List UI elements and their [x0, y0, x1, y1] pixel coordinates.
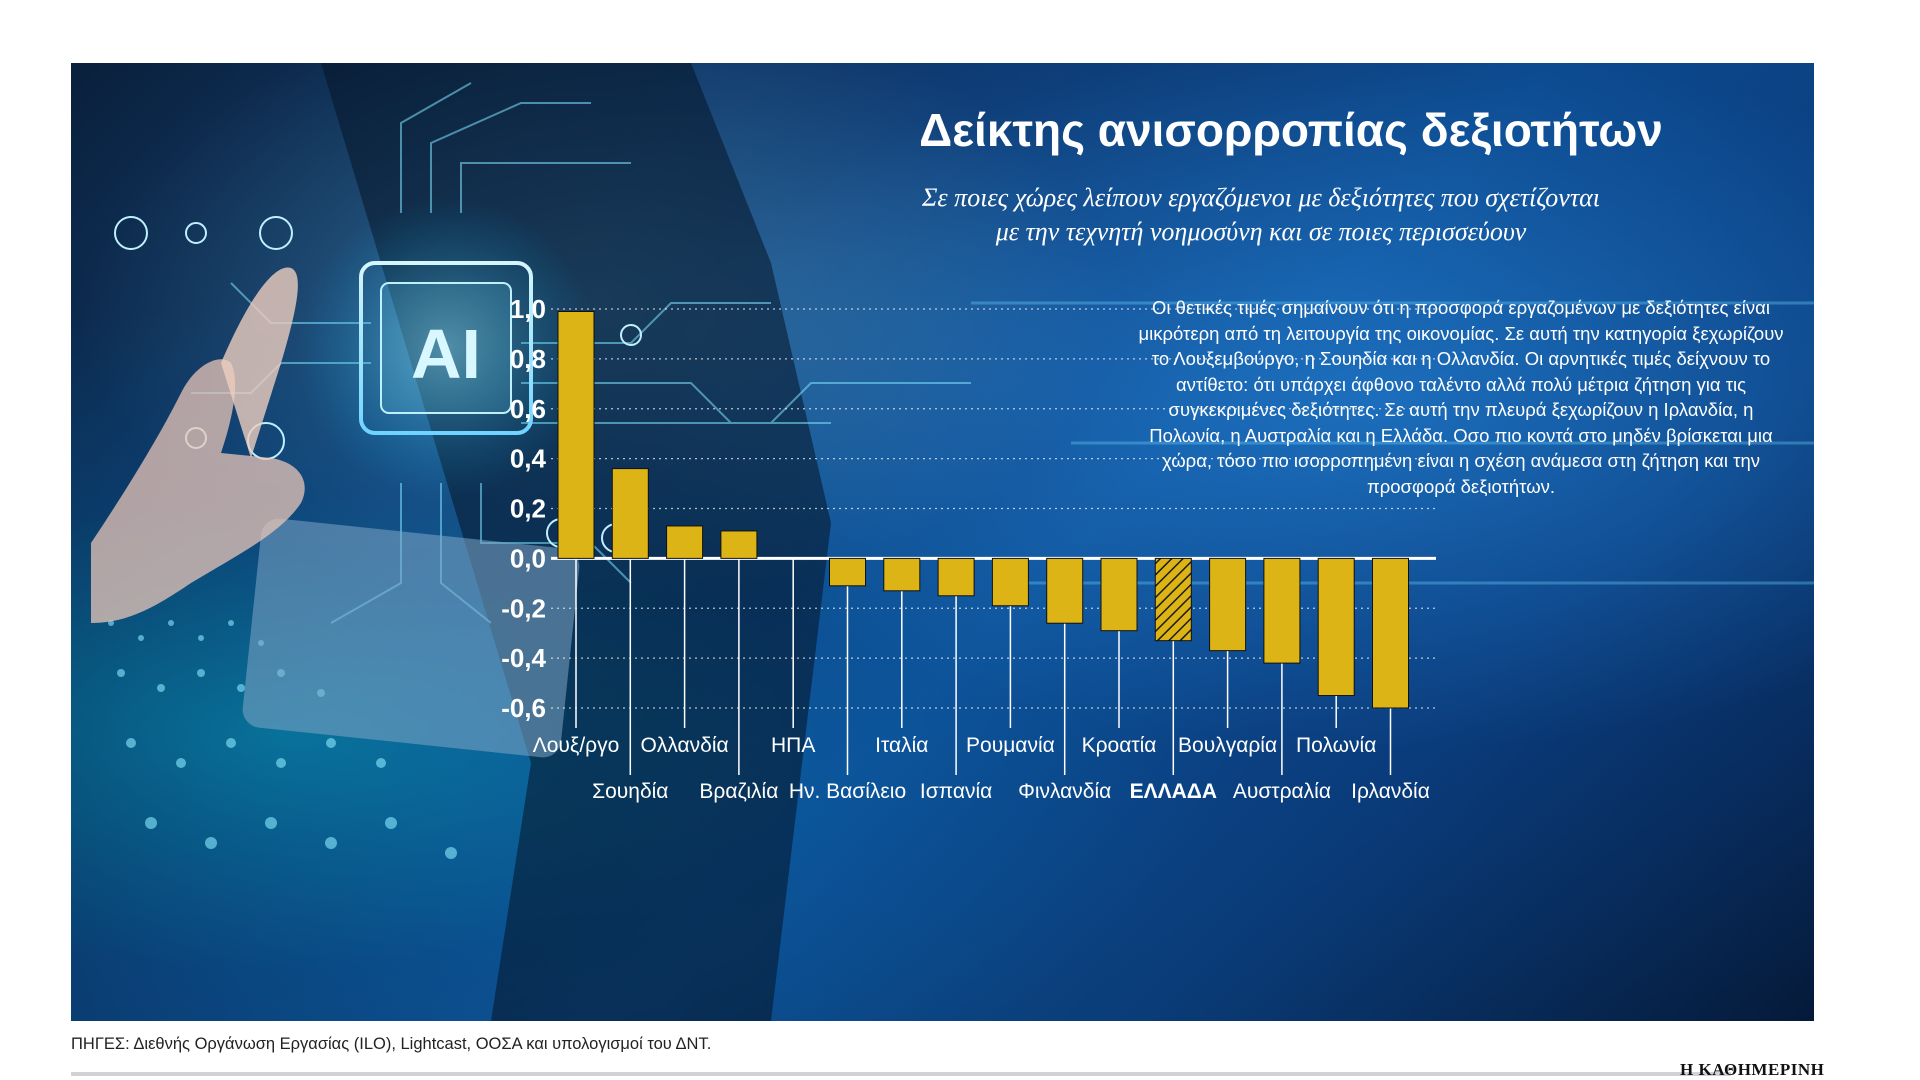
bar-chart: Λουξ/ργο Σουηδία Ολλανδία Βραζιλία ΗΠΑ Ην. Βα…	[501, 294, 1436, 803]
tablet-shape	[242, 518, 580, 758]
category-label: Κροατία	[1082, 734, 1157, 757]
category-label: Βουλγαρία	[1178, 734, 1277, 757]
y-tick-label: 0,0	[510, 543, 546, 573]
settings-icon	[620, 324, 642, 346]
ai-background-artwork: AI	[91, 63, 1814, 1021]
publisher-logo: Η ΚΑΘΗΜΕΡΙΝΗ	[1680, 1060, 1825, 1079]
y-tick-label: -0,6	[501, 693, 546, 723]
bar	[937, 557, 975, 597]
y-tick-label: 0,2	[510, 494, 546, 524]
bar	[883, 557, 921, 592]
category-label: Λουξ/ργο	[533, 734, 620, 757]
bar	[1100, 557, 1138, 632]
description-text: Οι θετικές τιμές σημαίνουν ότι η προσφορ…	[1138, 297, 1784, 497]
hand-shape	[91, 359, 305, 623]
bar	[1263, 557, 1301, 664]
category-label: Αυστραλία	[1233, 780, 1331, 803]
subtitle-line: Σε ποιες χώρες λείπουν εργαζόμενοι με δε…	[921, 183, 1601, 212]
category-label: Φινλανδία	[1018, 780, 1111, 803]
category-label: ΗΠΑ	[771, 734, 815, 757]
page-title: Δείκτης ανισορροπίας δεξιοτήτων	[919, 104, 1663, 156]
y-tick-label: -0,2	[501, 593, 546, 623]
brain-icon	[259, 216, 293, 250]
category-label: Σουηδία	[592, 780, 668, 803]
category-label: Πολωνία	[1296, 734, 1376, 757]
bar	[557, 310, 595, 559]
footer-divider	[71, 1072, 1731, 1076]
category-label: Ιρλανδία	[1351, 780, 1430, 803]
ai-chip-icon	[359, 261, 533, 435]
svg-text:AI: AI	[411, 315, 481, 393]
y-tick-label: 0,6	[510, 394, 546, 424]
category-label: Ρουμανία	[966, 734, 1055, 757]
subtitle-line: με την τεχνητή νοημοσύνη και σε ποιες πε…	[995, 217, 1527, 246]
category-label: ΕΛΛΑΔΑ	[1130, 780, 1217, 803]
category-label: Ην. Βασίλειο	[789, 780, 906, 803]
bar	[829, 557, 866, 587]
bar	[611, 468, 649, 559]
subtitle: Σε ποιες χώρες λείπουν εργαζόμενοι με δε…	[741, 181, 1781, 249]
source-note: ΠΗΓΕΣ: Διεθνής Οργάνωση Εργασίας (ILO), …	[71, 1035, 712, 1053]
infographic-panel: AI	[71, 63, 1814, 1021]
category-label: Ισπανία	[920, 780, 992, 803]
bar-highlight	[1154, 557, 1192, 642]
category-label: Βραζιλία	[699, 780, 778, 803]
bar	[1046, 557, 1084, 624]
lightbulb-icon	[185, 222, 207, 244]
y-tick-label: 0,8	[510, 344, 546, 374]
bar	[991, 557, 1029, 607]
y-tick-label: -0,4	[501, 643, 546, 673]
bar	[1209, 557, 1247, 652]
y-tick-label: 1,0	[510, 294, 546, 324]
category-label: Ιταλία	[875, 734, 928, 757]
bar	[720, 530, 758, 559]
bar	[1317, 557, 1355, 697]
video-gear-icon	[114, 216, 148, 250]
y-tick-label: 0,4	[510, 444, 547, 474]
bar	[666, 525, 704, 559]
bar	[1372, 557, 1409, 709]
category-label: Ολλανδία	[641, 734, 729, 757]
